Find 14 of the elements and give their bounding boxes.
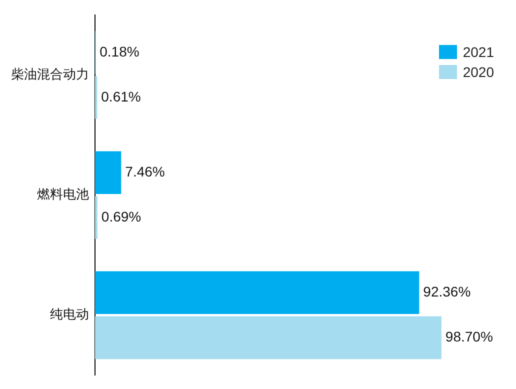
data-label: 98.70%	[445, 328, 493, 345]
data-label: 0.18%	[100, 43, 140, 60]
data-label: 0.61%	[101, 88, 141, 104]
bar	[95, 271, 420, 314]
data-label: 7.46%	[125, 163, 165, 180]
bar	[95, 151, 122, 194]
legend-label: 2021	[462, 44, 494, 60]
legend-label: 2020	[462, 64, 494, 80]
y-tick-label: 燃料电池	[37, 187, 89, 202]
bar	[95, 316, 442, 360]
y-tick-label: 柴油混合动力	[11, 67, 89, 82]
data-label: 92.36%	[423, 284, 471, 300]
data-label: 0.69%	[101, 208, 142, 224]
y-tick-label: 纯电动	[50, 308, 89, 323]
